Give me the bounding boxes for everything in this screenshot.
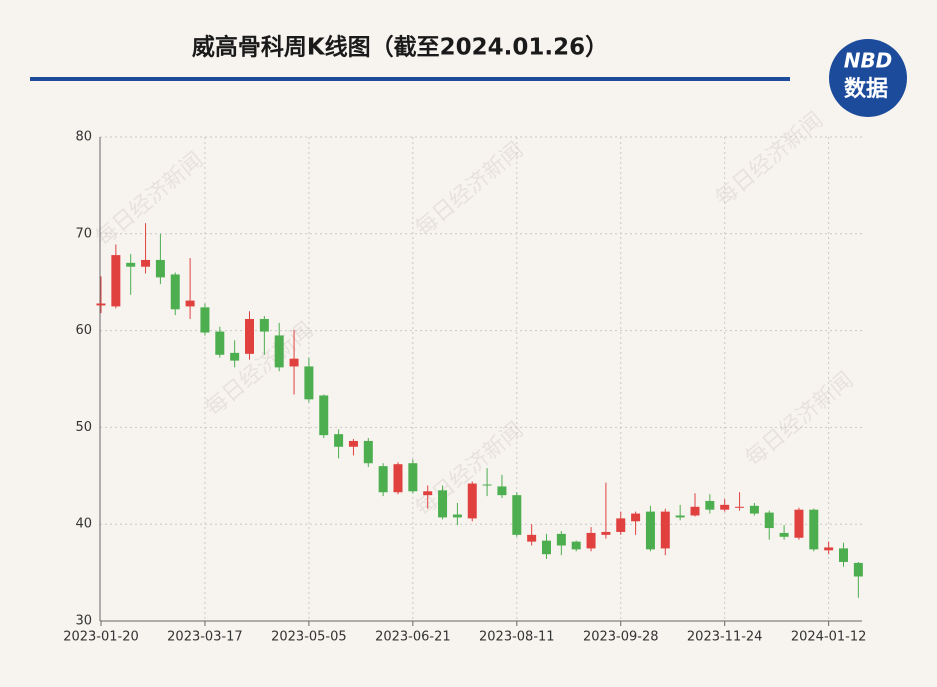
candle-body — [527, 534, 537, 542]
candle-body — [452, 514, 462, 518]
candle-body — [809, 509, 819, 550]
candle-body — [705, 500, 715, 510]
candle-body — [423, 491, 433, 496]
x-tick-label: 2023-06-21 — [375, 630, 451, 645]
candle-body — [556, 533, 566, 546]
y-tick-label: 30 — [75, 614, 92, 629]
candle-body — [111, 255, 121, 307]
candle-body — [185, 300, 195, 307]
y-tick-label: 50 — [75, 420, 92, 435]
candle-body — [482, 484, 492, 486]
candle-body — [170, 274, 180, 310]
candle-body — [230, 352, 240, 361]
logo-top: NBD — [844, 49, 893, 73]
candle-body — [542, 540, 551, 555]
candle-body — [304, 366, 314, 400]
candle-body — [512, 495, 522, 535]
x-tick-label: 2023-05-05 — [271, 630, 347, 645]
logo — [829, 39, 907, 117]
x-tick-label: 2023-03-17 — [167, 630, 243, 645]
y-tick-label: 70 — [75, 226, 92, 241]
candle-body — [245, 318, 254, 354]
logo-bottom: 数据 — [844, 76, 888, 102]
candle-body — [126, 262, 136, 267]
y-tick-label: 80 — [75, 130, 92, 145]
x-tick-label: 2023-11-24 — [687, 630, 763, 645]
candle-body — [393, 464, 403, 493]
candle-body — [675, 515, 685, 518]
candle-body — [735, 506, 745, 508]
plot: 30 40 50 60 70 80 2023-01-20 2023-03-17 2023-05-… — [63, 130, 866, 645]
candle-body — [586, 532, 596, 549]
candle-body — [824, 547, 834, 551]
candle-body — [348, 440, 358, 447]
candle-body — [779, 532, 789, 537]
candle-body — [289, 358, 299, 367]
candle-body — [645, 511, 655, 550]
candle-body — [378, 466, 388, 493]
candle-body — [616, 518, 626, 532]
candle-body — [363, 440, 373, 464]
candle-body — [334, 434, 344, 447]
candle-body — [467, 483, 477, 519]
candle-body — [408, 463, 418, 492]
candle-body — [141, 259, 151, 267]
candle-body — [155, 259, 165, 278]
candle-body — [438, 490, 448, 518]
candle-body — [319, 395, 329, 436]
x-tick-label: 2023-09-28 — [583, 630, 659, 645]
candle-body — [259, 318, 269, 332]
x-tick-label: 2024-01-12 — [791, 630, 867, 645]
candle-body — [601, 531, 611, 535]
y-tick-label: 40 — [75, 517, 92, 532]
candle-body — [794, 509, 804, 538]
candle-body — [720, 504, 730, 510]
candle-body — [690, 506, 700, 516]
y-tick-label: 60 — [75, 323, 92, 338]
candle-body — [764, 512, 774, 529]
candle-body — [571, 541, 581, 550]
x-tick-label: 2023-01-20 — [63, 630, 139, 645]
x-tick-label: 2023-08-11 — [479, 630, 555, 645]
candle-body — [215, 331, 225, 355]
title-rule — [30, 77, 790, 81]
candle-body — [749, 505, 759, 514]
candle-body — [853, 562, 863, 577]
candle-body — [497, 486, 507, 496]
candle-body — [96, 303, 106, 306]
candle-body — [660, 511, 670, 549]
chart-title: 威高骨科周K线图（截至2024.01.26） — [192, 34, 608, 61]
candle-body — [274, 335, 284, 368]
candle-body — [200, 307, 210, 333]
candle-body — [631, 513, 641, 522]
candle-body — [839, 548, 848, 562]
